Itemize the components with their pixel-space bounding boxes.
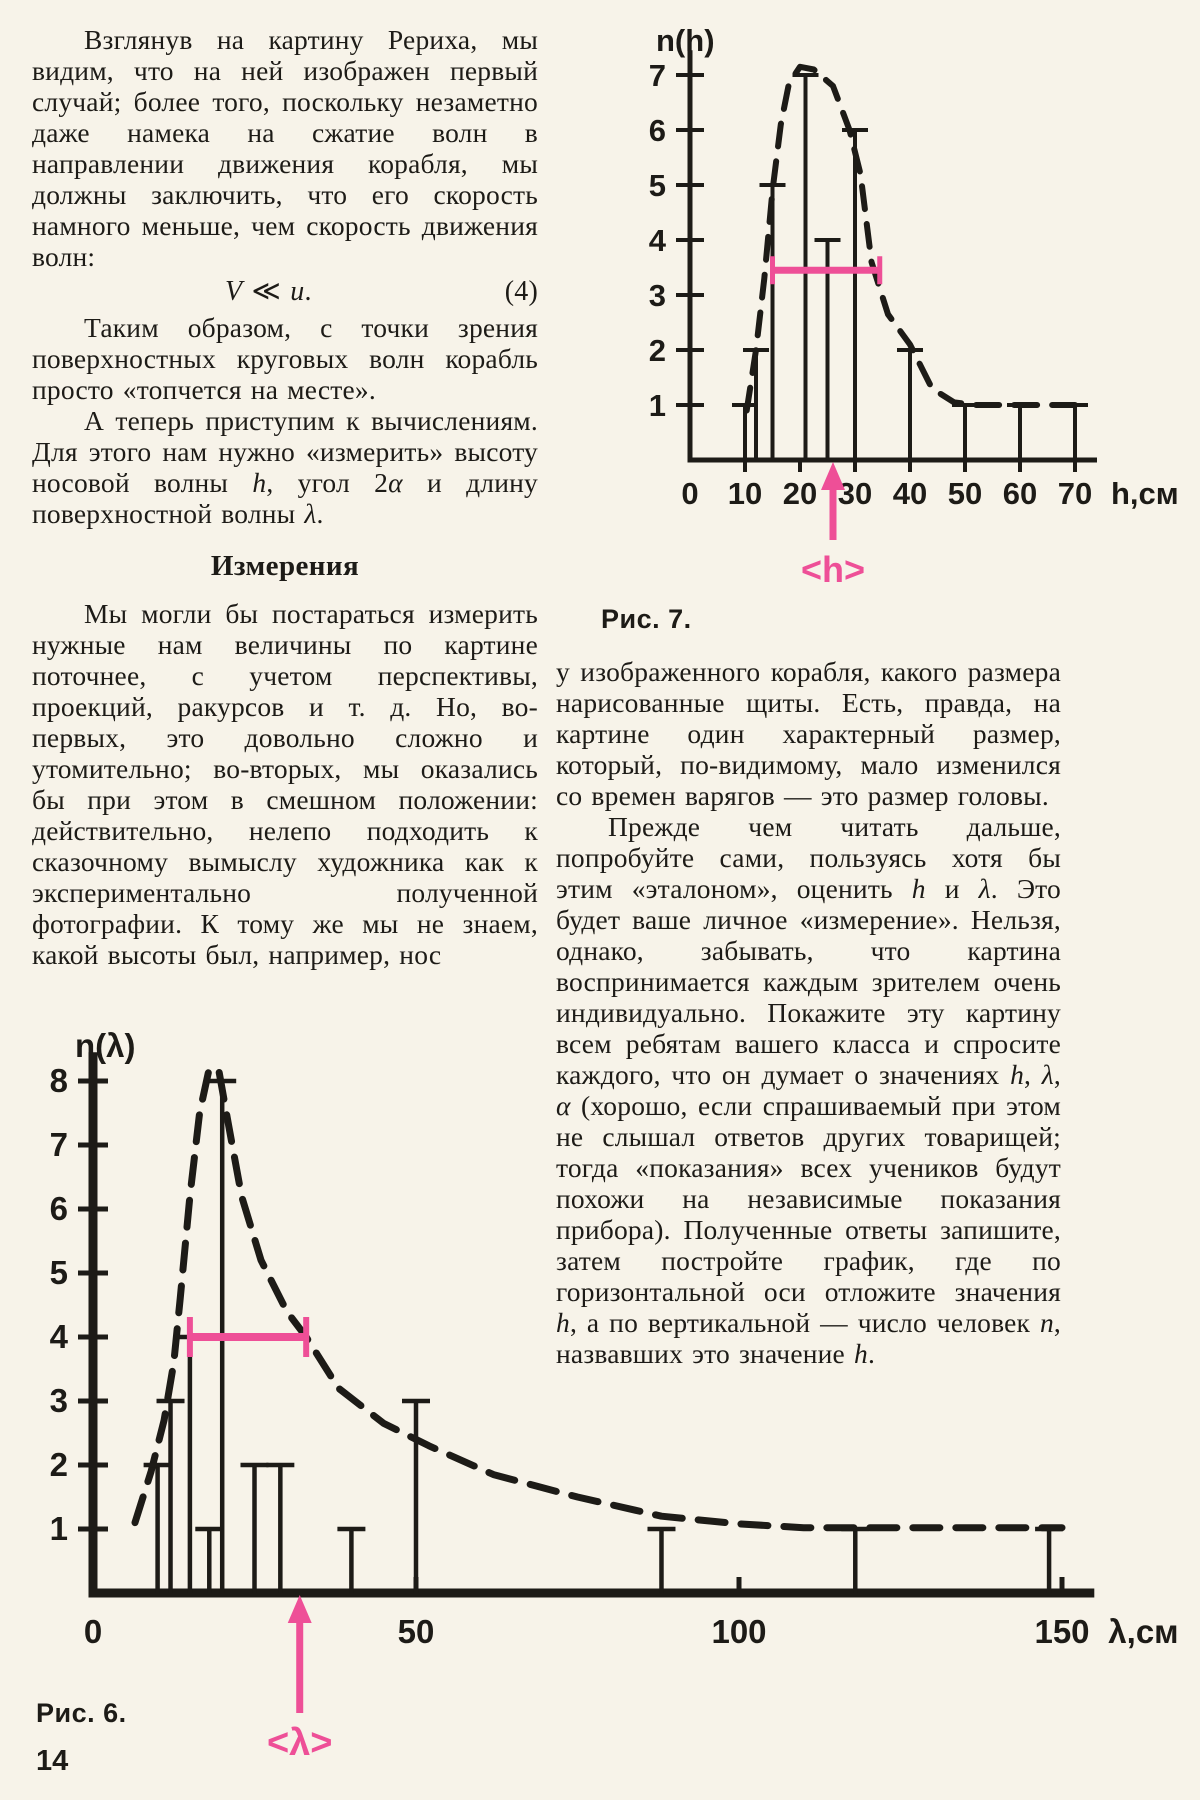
y-tick-label: 6 (649, 113, 666, 148)
paragraph: у изображенного корабля, какого размера … (556, 656, 1061, 811)
x-tick-label: 60 (1003, 476, 1037, 511)
paragraph: Мы могли бы постараться измерить нужные … (32, 598, 538, 970)
x-tick-label: 50 (398, 1613, 435, 1650)
left-text-column: Взглянув на картину Рериха, мы видим, чт… (32, 24, 538, 970)
y-tick-label: 1 (649, 388, 666, 423)
x-tick-label: 40 (893, 476, 927, 511)
y-tick-label: 8 (50, 1062, 68, 1099)
formula-line: V ≪ u. (4) (32, 276, 538, 307)
x-axis-label: h,см (1111, 476, 1179, 511)
y-tick-label: 3 (50, 1382, 68, 1419)
x-tick-label: 50 (948, 476, 982, 511)
figure-7-caption: Рис. 7. (601, 604, 692, 634)
mean-value-label: <λ> (267, 1722, 333, 1764)
paragraph: Прежде чем читать дальше, попробуйте сам… (556, 811, 1061, 1369)
mean-arrow-head (821, 462, 845, 490)
page-number: 14 (36, 1745, 69, 1777)
y-tick-label: 7 (649, 58, 666, 93)
figure-6-chart: 1 2 3 4 5 6 7 8 0 50 100 150 n(λ) λ,см <λ> (50, 1027, 1179, 1764)
x-tick-label: 10 (728, 476, 762, 511)
y-tick-label: 5 (50, 1254, 68, 1291)
y-tick-label: 4 (649, 223, 667, 258)
x-tick-label: 150 (1034, 1613, 1089, 1650)
x-tick-label: 70 (1058, 476, 1092, 511)
envelope-curve (131, 1064, 1066, 1532)
mean-value-label: <h> (801, 549, 865, 590)
figure-6-caption: Рис. 6. (36, 1698, 127, 1728)
y-tick-label: 6 (50, 1190, 68, 1227)
formula-expression: V ≪ u. (225, 276, 312, 307)
y-tick-label: 4 (50, 1318, 69, 1355)
paragraph: А теперь приступим к вычислениям. Для эт… (32, 405, 539, 529)
x-tick-label: 0 (84, 1613, 102, 1650)
x-tick-label: 20 (783, 476, 817, 511)
y-tick-label: 2 (50, 1446, 68, 1483)
y-tick-label: 7 (50, 1126, 68, 1163)
y-axis-label: n(h) (656, 23, 715, 58)
y-tick-label: 1 (50, 1510, 68, 1547)
paragraph: Взглянув на картину Рериха, мы видим, чт… (32, 24, 538, 272)
mean-arrow-head (287, 1595, 312, 1623)
y-tick-label: 2 (649, 333, 666, 368)
y-tick-label: 5 (649, 168, 666, 203)
right-text-column: у изображенного корабля, какого размера … (556, 656, 1061, 1369)
x-tick-label: 30 (838, 476, 872, 511)
x-tick-label: 0 (681, 476, 698, 511)
x-axis-label: λ,см (1108, 1613, 1178, 1650)
y-axis-label: n(λ) (75, 1027, 136, 1064)
y-tick-label: 3 (649, 278, 666, 313)
formula-number: (4) (504, 276, 538, 307)
x-tick-label: 100 (711, 1613, 766, 1650)
section-heading: Измерения (210, 550, 360, 582)
paragraph: Таким образом, с точки зрения поверхност… (32, 312, 538, 405)
